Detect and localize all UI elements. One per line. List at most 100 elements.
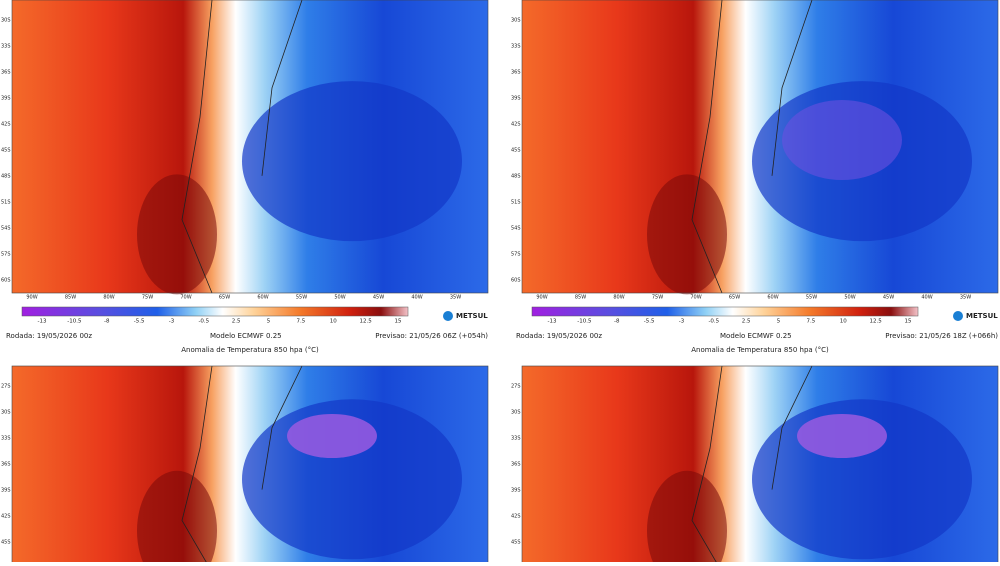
lon-label: 80W bbox=[613, 295, 624, 301]
colorbar-label: 15 bbox=[905, 319, 912, 325]
colorbar-label: 2.5 bbox=[232, 319, 241, 325]
colorbar-label: -0.5 bbox=[708, 319, 719, 325]
lon-label: 60W bbox=[257, 295, 268, 301]
lat-label: 60S bbox=[1, 278, 11, 284]
lat-label: 57S bbox=[1, 252, 11, 258]
colorbar-label: 5 bbox=[267, 319, 271, 325]
lat-label: 51S bbox=[511, 200, 521, 206]
lat-label: 33S bbox=[511, 44, 521, 50]
lat-label: 54S bbox=[1, 226, 11, 232]
coastline bbox=[691, 0, 813, 294]
lon-label: 35W bbox=[960, 295, 971, 301]
logo: METSUL bbox=[966, 312, 998, 320]
lat-label: 39S bbox=[511, 488, 521, 494]
lat-label: 30S bbox=[1, 410, 11, 416]
run-info: Rodada: 19/05/2026 00z bbox=[516, 332, 602, 340]
lat-label: 60S bbox=[511, 278, 521, 284]
colorbar-label: 7.5 bbox=[807, 319, 816, 325]
lon-label: 55W bbox=[806, 295, 817, 301]
lon-label: 60W bbox=[767, 295, 778, 301]
coastline bbox=[691, 365, 813, 566]
colorbar-label: 15 bbox=[395, 319, 402, 325]
lat-label: 42S bbox=[511, 514, 521, 520]
lat-label: 48S bbox=[511, 174, 521, 180]
logo-mark bbox=[443, 311, 453, 321]
lat-label: 30S bbox=[1, 18, 11, 24]
map bbox=[11, 365, 489, 566]
lat-label: 45S bbox=[511, 540, 521, 546]
lat-label: 39S bbox=[511, 96, 521, 102]
colorbar-label: -3 bbox=[169, 319, 175, 325]
colorbar-label: 7.5 bbox=[297, 319, 306, 325]
lat-label: 57S bbox=[511, 252, 521, 258]
lon-label: 65W bbox=[219, 295, 230, 301]
colorbar-label: 12.5 bbox=[870, 319, 883, 325]
logo-mark bbox=[953, 311, 963, 321]
map bbox=[521, 0, 999, 295]
lon-label: 40W bbox=[411, 295, 422, 301]
colorbar-label: -10.5 bbox=[577, 319, 592, 325]
lat-label: 51S bbox=[1, 200, 11, 206]
lat-label: 54S bbox=[511, 226, 521, 232]
lon-label: 50W bbox=[334, 295, 345, 301]
colorbar-label: -0.5 bbox=[198, 319, 209, 325]
forecast-info: Previsao: 21/05/26 18Z (+066h) bbox=[885, 332, 998, 340]
colorbar-label: 2.5 bbox=[742, 319, 751, 325]
warm-core bbox=[647, 174, 727, 295]
lat-label: 39S bbox=[1, 96, 11, 102]
colorbar-label: -13 bbox=[38, 319, 47, 325]
lon-label: 80W bbox=[103, 295, 114, 301]
lat-label: 30S bbox=[511, 410, 521, 416]
colorbar-label: -3 bbox=[679, 319, 685, 325]
lat-label: 39S bbox=[1, 488, 11, 494]
lon-label: 85W bbox=[65, 295, 76, 301]
panel-title: Anomalia de Temperatura 850 hpa (°C) bbox=[691, 346, 829, 354]
map bbox=[521, 365, 999, 566]
forecast-info: Previsao: 21/05/26 06Z (+054h) bbox=[375, 332, 488, 340]
lon-label: 40W bbox=[921, 295, 932, 301]
lat-label: 36S bbox=[1, 70, 11, 76]
lon-label: 75W bbox=[652, 295, 663, 301]
lat-label: 27S bbox=[511, 384, 521, 390]
lat-label: 48S bbox=[1, 174, 11, 180]
colorbar-label: -13 bbox=[548, 319, 557, 325]
colorbar-label: 10 bbox=[330, 319, 337, 325]
lon-label: 65W bbox=[729, 295, 740, 301]
lat-label: 45S bbox=[1, 148, 11, 154]
lon-label: 90W bbox=[26, 295, 37, 301]
lon-label: 55W bbox=[296, 295, 307, 301]
colorbar bbox=[531, 306, 919, 317]
colorbar-label: -8 bbox=[104, 319, 110, 325]
logo: METSUL bbox=[456, 312, 488, 320]
map bbox=[11, 0, 489, 295]
colorbar-label: 10 bbox=[840, 319, 847, 325]
lon-label: 45W bbox=[883, 295, 894, 301]
lat-label: 42S bbox=[1, 514, 11, 520]
lat-label: 33S bbox=[511, 436, 521, 442]
lat-label: 36S bbox=[511, 462, 521, 468]
lat-label: 33S bbox=[1, 436, 11, 442]
coastline bbox=[181, 365, 303, 566]
lat-label: 45S bbox=[1, 540, 11, 546]
colorbar bbox=[21, 306, 409, 317]
lon-label: 90W bbox=[536, 295, 547, 301]
cold-core bbox=[242, 81, 462, 242]
model-info: Modelo ECMWF 0.25 bbox=[210, 332, 282, 340]
coastline bbox=[181, 0, 303, 294]
lat-label: 30S bbox=[511, 18, 521, 24]
colorbar-label: 12.5 bbox=[360, 319, 373, 325]
colorbar-label: -8 bbox=[614, 319, 620, 325]
map-frame bbox=[521, 365, 999, 566]
lat-label: 27S bbox=[1, 384, 11, 390]
lat-label: 45S bbox=[511, 148, 521, 154]
lon-label: 70W bbox=[180, 295, 191, 301]
panel-title: Anomalia de Temperatura 850 hpa (°C) bbox=[181, 346, 319, 354]
colorbar-label: -10.5 bbox=[67, 319, 82, 325]
lon-label: 75W bbox=[142, 295, 153, 301]
warm-core bbox=[647, 470, 727, 566]
colorbar-label: -5.5 bbox=[134, 319, 145, 325]
lon-label: 70W bbox=[690, 295, 701, 301]
colorbar-label: 5 bbox=[777, 319, 781, 325]
